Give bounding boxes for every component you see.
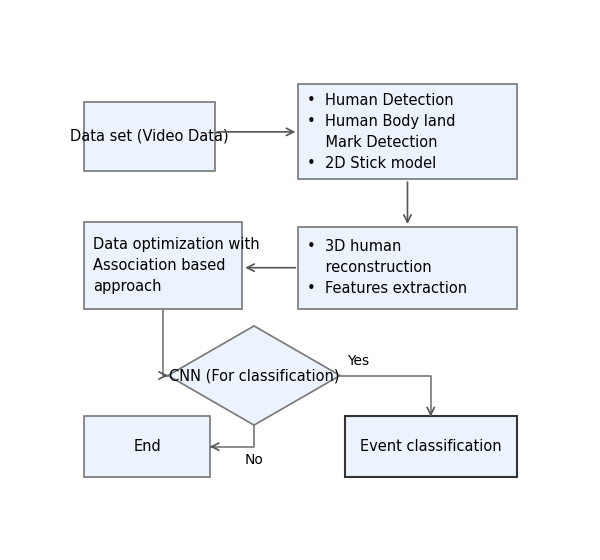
Polygon shape bbox=[168, 326, 340, 425]
Text: Data optimization with
Association based
approach: Data optimization with Association based… bbox=[92, 237, 259, 294]
Text: Yes: Yes bbox=[347, 354, 369, 368]
Text: No: No bbox=[245, 453, 263, 467]
FancyBboxPatch shape bbox=[84, 417, 210, 477]
FancyBboxPatch shape bbox=[344, 417, 517, 477]
Text: Data set (Video Data): Data set (Video Data) bbox=[70, 129, 229, 144]
FancyBboxPatch shape bbox=[298, 85, 517, 179]
Text: •  Human Detection
•  Human Body land
    Mark Detection
•  2D Stick model: • Human Detection • Human Body land Mark… bbox=[307, 93, 455, 171]
FancyBboxPatch shape bbox=[84, 102, 215, 171]
Text: Event classification: Event classification bbox=[360, 439, 502, 454]
Text: CNN (For classification): CNN (For classification) bbox=[169, 368, 339, 383]
Text: •  3D human
    reconstruction
•  Features extraction: • 3D human reconstruction • Features ext… bbox=[307, 239, 467, 296]
FancyBboxPatch shape bbox=[84, 222, 242, 309]
Text: End: End bbox=[133, 439, 161, 454]
FancyBboxPatch shape bbox=[298, 227, 517, 309]
